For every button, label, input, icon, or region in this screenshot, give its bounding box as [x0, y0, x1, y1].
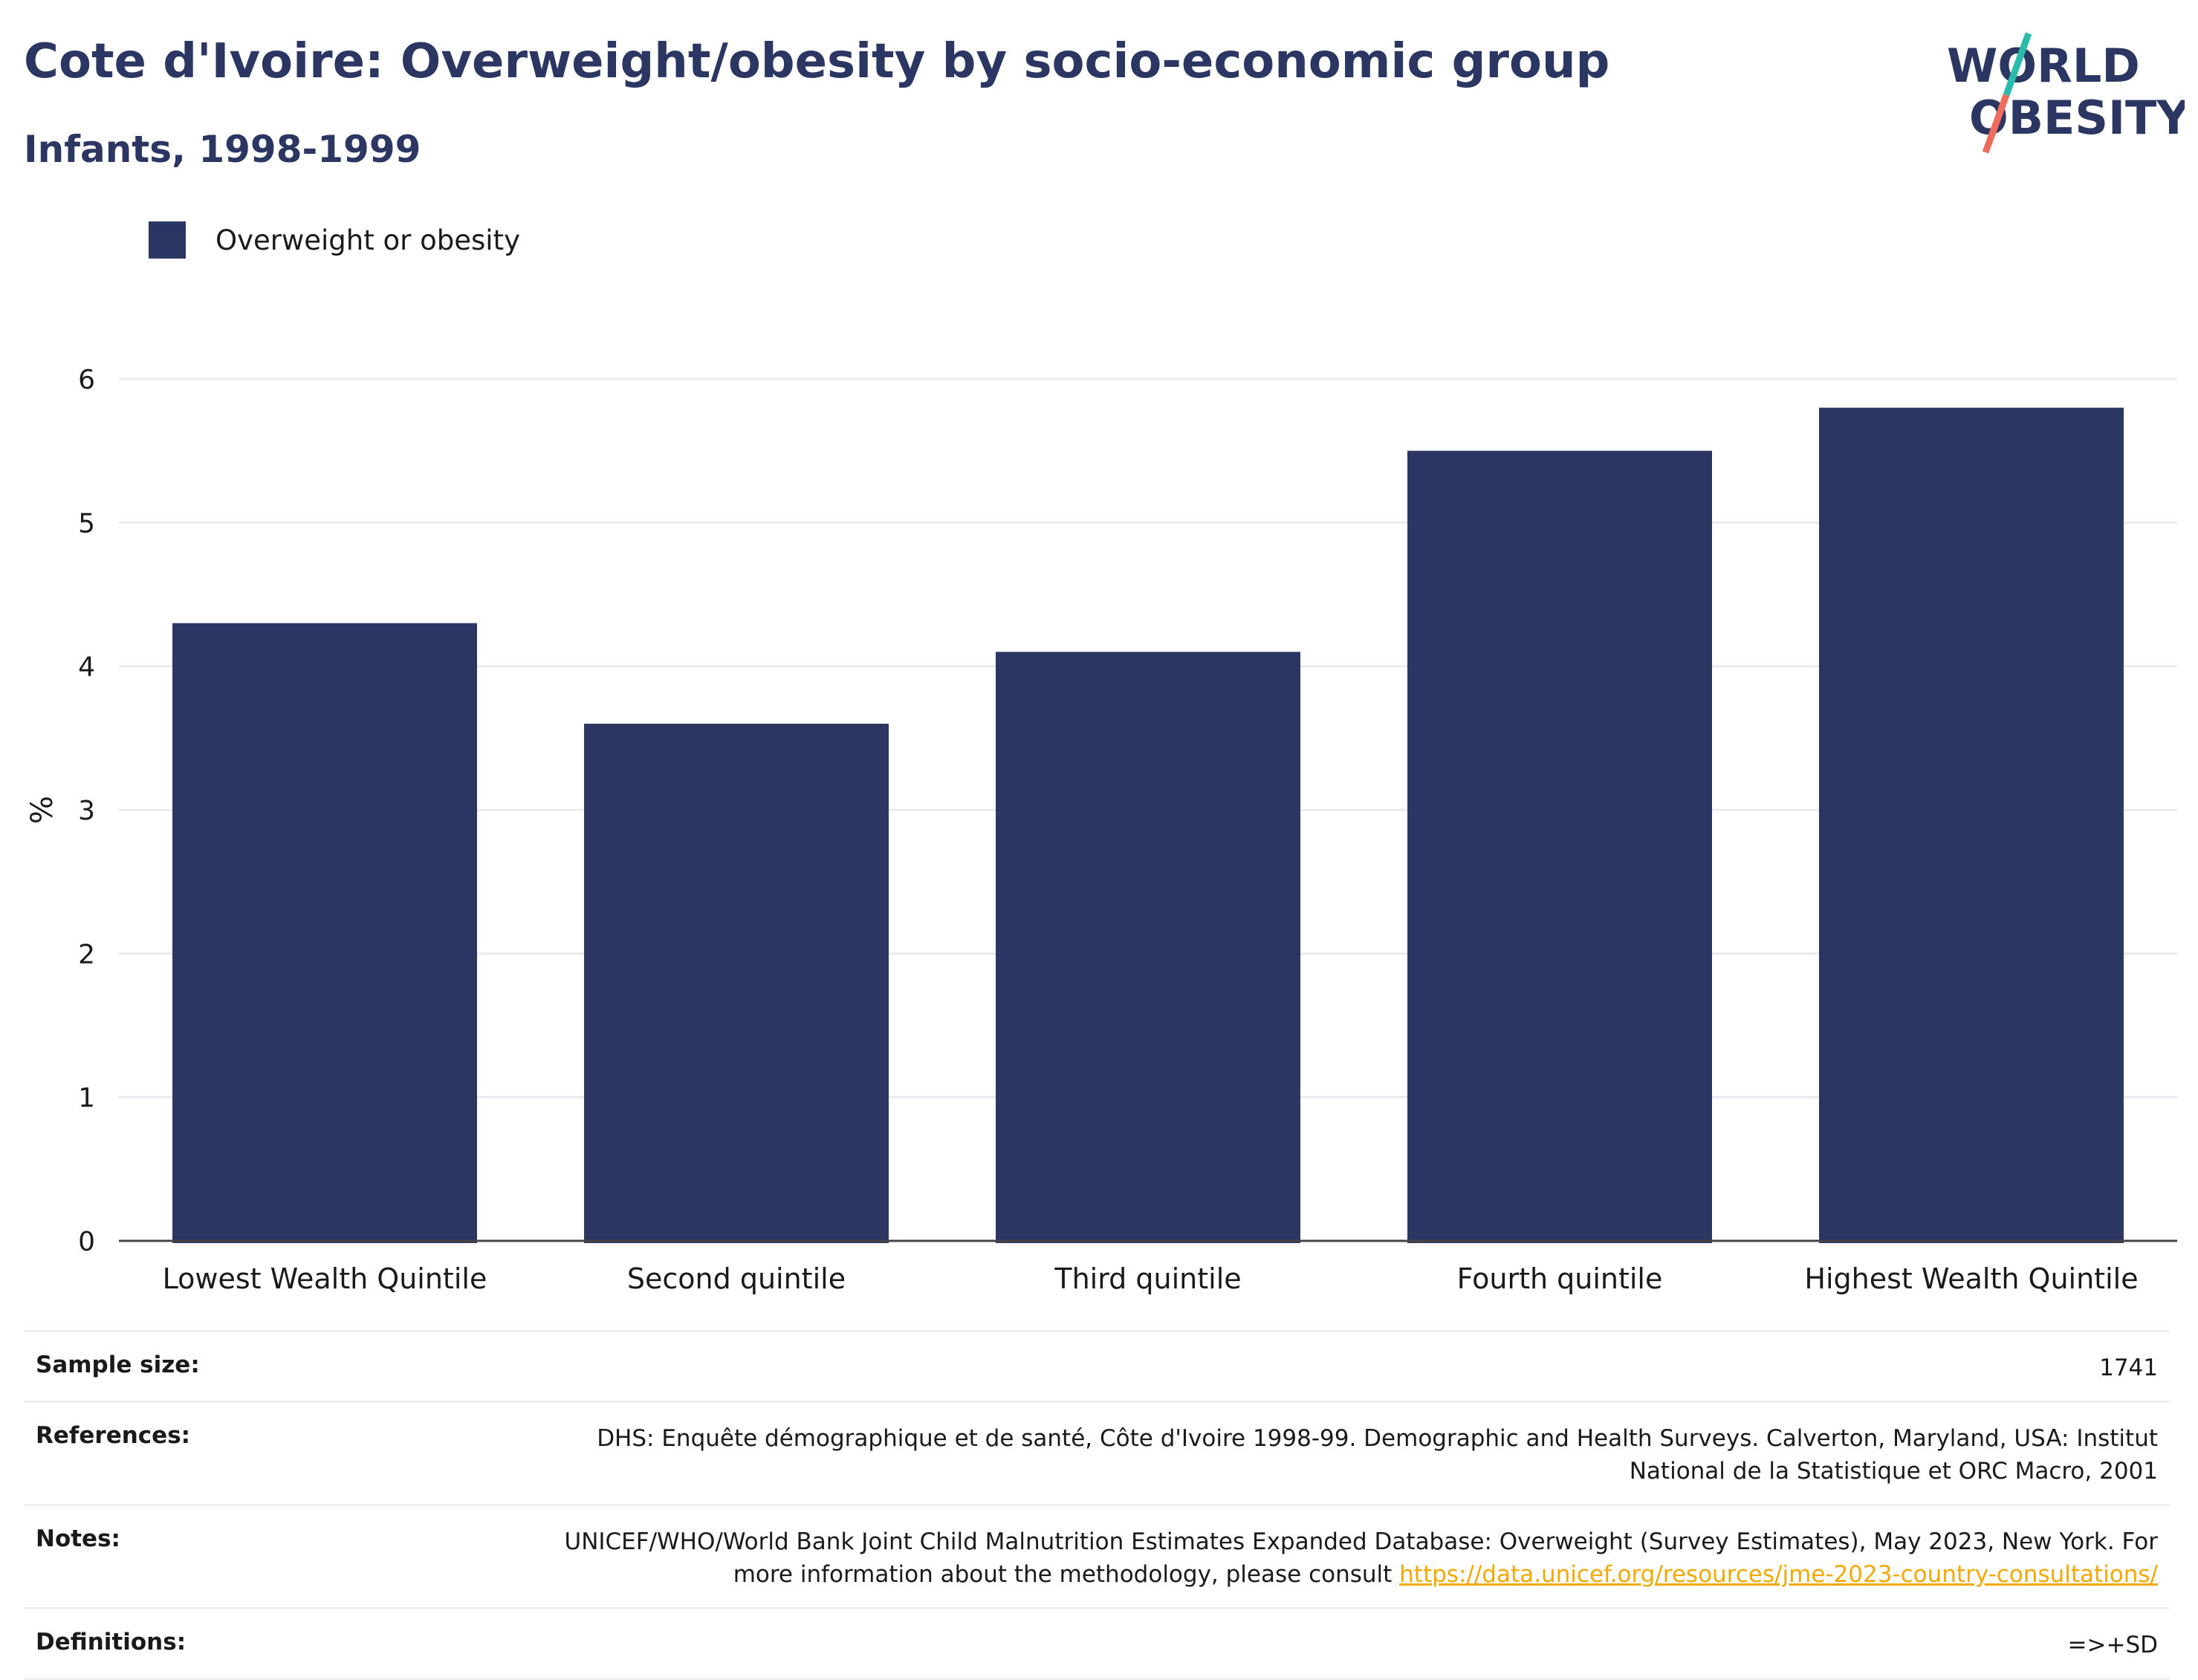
chart-subtitle: Infants, 1998-1999: [24, 128, 421, 171]
y-tick-label: 0: [78, 1227, 95, 1257]
sample-size-label: Sample size:: [36, 1352, 200, 1378]
world-obesity-logo: WORLD OBESITY: [1947, 32, 2185, 154]
logo-slash-top: [2003, 32, 2032, 97]
references-value: DHS: Enquête démographique et de santé, …: [597, 1425, 2158, 1485]
notes-label: Notes:: [36, 1525, 120, 1552]
meta-row-references: References: DHS: Enquête démographique e…: [24, 1401, 2170, 1504]
x-tick-label: Fourth quintile: [1457, 1262, 1663, 1295]
notes-value: UNICEF/WHO/World Bank Joint Child Malnut…: [538, 1525, 2159, 1591]
bar-chart: 0 1 2 3 4 5 6% Lowest Wealth Quintile Second qui…: [25, 365, 2177, 1295]
meta-row-sample-size: Sample size: 1741: [24, 1330, 2170, 1401]
y-tick-label: 1: [78, 1083, 95, 1114]
logo-text-world: WORLD: [1947, 39, 2140, 93]
legend: Overweight or obesity: [149, 221, 520, 259]
y-axis-label: %: [25, 796, 59, 824]
bar: [996, 652, 1300, 1243]
bar: [1407, 450, 1712, 1243]
references-label: References:: [36, 1422, 191, 1449]
notes-text: UNICEF/WHO/World Bank Joint Child Malnut…: [564, 1528, 2159, 1588]
chart-title: Cote d'Ivoire: Overweight/obesity by soc…: [24, 34, 1610, 89]
x-tick-label: Lowest Wealth Quintile: [163, 1262, 487, 1295]
bar: [172, 623, 477, 1243]
bar: [584, 724, 889, 1243]
sample-size-value: 1741: [2099, 1355, 2158, 1381]
logo-slash-bottom: [1982, 94, 2010, 154]
x-tick-label: Third quintile: [1054, 1262, 1241, 1295]
y-tick-label: 6: [78, 365, 95, 395]
metadata-table: Sample size: 1741 References: DHS: Enquê…: [24, 1330, 2170, 1680]
y-tick-label: 4: [78, 652, 95, 683]
y-tick-label: 2: [78, 939, 95, 970]
legend-swatch: [149, 221, 186, 259]
meta-row-definitions: Definitions: =>+SD: [24, 1607, 2170, 1680]
definitions-label: Definitions:: [36, 1629, 187, 1655]
methodology-link[interactable]: https://data.unicef.org/resources/jme-20…: [1399, 1561, 2158, 1588]
y-tick-label: 5: [78, 508, 95, 539]
meta-row-notes: Notes: UNICEF/WHO/World Bank Joint Child…: [24, 1504, 2170, 1607]
x-tick-label: Highest Wealth Quintile: [1804, 1262, 2138, 1295]
x-tick-label: Second quintile: [627, 1262, 846, 1295]
y-tick-label: 3: [78, 796, 95, 826]
bar: [1819, 407, 2124, 1243]
definitions-value: =>+SD: [2067, 1632, 2158, 1658]
legend-label: Overweight or obesity: [215, 224, 520, 256]
